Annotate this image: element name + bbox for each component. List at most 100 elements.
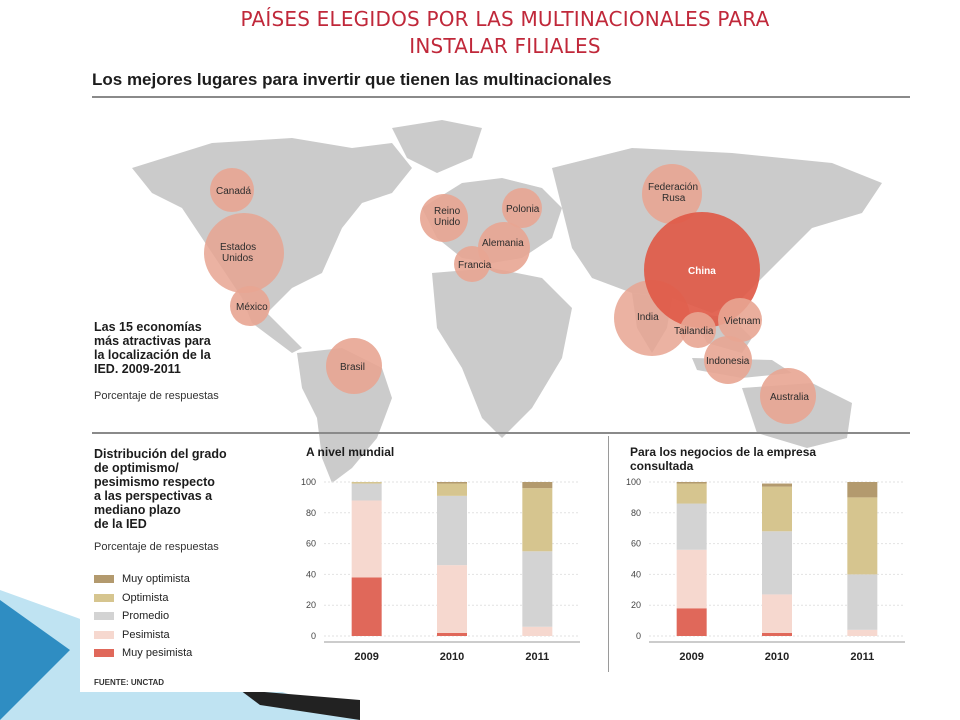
bar-segment xyxy=(847,482,878,498)
bubble-alemania xyxy=(478,222,530,274)
bar-segment xyxy=(351,500,382,578)
bubble-mexico xyxy=(230,286,270,326)
legend-item-promedio: Promedio xyxy=(94,607,192,626)
chart-empresa: 0 20 40 60 80 100 2009 2010 2011 xyxy=(626,477,905,663)
y-tick-label: 40 xyxy=(306,569,316,579)
bar-segment xyxy=(351,482,382,484)
legend-swatch-pesimista xyxy=(94,630,114,639)
y-tick-label: 0 xyxy=(311,631,316,641)
x-tick-label: 2009 xyxy=(354,651,378,663)
bubble-canada xyxy=(210,168,254,212)
bar-segment xyxy=(762,486,792,532)
legend-label: Pesimista xyxy=(122,628,170,641)
slide-title-line2: INSTALAR FILIALES xyxy=(409,34,601,58)
bar-segment xyxy=(847,497,878,575)
x-tick-label: 2010 xyxy=(440,651,464,663)
bar-segment xyxy=(762,594,792,633)
legend-label: Promedio xyxy=(122,610,170,623)
label-canada: Canadá xyxy=(216,186,251,197)
bar-segment xyxy=(522,488,553,552)
bar-segment xyxy=(437,495,467,566)
slide-title-line1: PAÍSES ELEGIDOS POR LAS MULTINACIONALES … xyxy=(240,7,770,31)
label-vietnam: Vietnam xyxy=(724,316,761,327)
bar-segment xyxy=(437,565,467,633)
y-tick-label: 60 xyxy=(306,539,316,549)
y-tick-label: 80 xyxy=(631,508,641,518)
legend-item-muy-pesimista: Muy pesimista xyxy=(94,644,192,663)
label-alemania: Alemania xyxy=(482,238,524,249)
legend-swatch-muy-optimista xyxy=(94,575,114,584)
bubble-reino-unido xyxy=(420,194,468,242)
bar-segment xyxy=(351,577,382,636)
distribution-title: Distribución del grado de optimismo/ pes… xyxy=(94,447,227,531)
legend-swatch-muy-pesimista xyxy=(94,649,114,658)
country-bubbles: Canadá Estados Unidos México Brasil Reino… xyxy=(204,164,816,424)
chart-title-empresa: Para los negocios de la empresa consulta… xyxy=(630,445,817,473)
bar-segment xyxy=(522,482,553,489)
bar-segment xyxy=(762,483,792,487)
y-tick-label: 20 xyxy=(631,600,641,610)
label-federacion: Federación xyxy=(648,182,698,193)
bubble-australia xyxy=(760,368,816,424)
chart-separator xyxy=(608,436,609,672)
y-tick-label: 100 xyxy=(626,477,641,487)
label-indonesia: Indonesia xyxy=(706,356,750,367)
bar-segment xyxy=(437,632,467,636)
bubble-vietnam xyxy=(718,298,762,342)
label-reino-unido: Reino Unido xyxy=(434,206,461,228)
y-tick-label: 80 xyxy=(306,508,316,518)
bar-segment xyxy=(676,483,707,504)
bubble-china xyxy=(644,212,760,328)
bubble-polonia xyxy=(502,188,542,228)
label-unido: Unido xyxy=(434,217,461,228)
legend-item-muy-optimista: Muy optimista xyxy=(94,570,192,589)
bar-segment xyxy=(676,503,707,550)
bubble-tailandia xyxy=(680,312,716,348)
world-map: Canadá Estados Unidos México Brasil Reino… xyxy=(132,120,882,483)
label-brasil: Brasil xyxy=(340,362,365,373)
bubble-brasil xyxy=(326,338,382,394)
bar-segment xyxy=(676,608,707,636)
x-tick-label: 2011 xyxy=(525,651,549,663)
label-reino: Reino xyxy=(434,206,461,217)
bar-segment xyxy=(437,482,467,484)
label-estados: Estados xyxy=(220,242,256,253)
chart-mundial: 0 20 40 60 80 100 2009 2010 2011 xyxy=(301,477,580,663)
label-federacion-rusa: Federación Rusa xyxy=(648,182,698,204)
label-unidos: Unidos xyxy=(222,253,253,264)
bubble-indonesia xyxy=(704,336,752,384)
x-tick-label: 2010 xyxy=(765,651,789,663)
bubble-estados-unidos xyxy=(204,213,284,293)
map-caption-subtitle: Porcentaje de respuestas xyxy=(94,390,219,402)
legend-item-optimista: Optimista xyxy=(94,589,192,608)
legend-label: Muy optimista xyxy=(122,573,190,586)
chart-title-mundial: A nivel mundial xyxy=(306,445,395,459)
y-tick-label: 100 xyxy=(301,477,316,487)
bubble-federacion-rusa xyxy=(642,164,702,224)
infographic-header: Los mejores lugares para invertir que ti… xyxy=(92,70,910,98)
label-australia: Australia xyxy=(770,392,809,403)
map-caption-title: Las 15 economías más atractivas para la … xyxy=(94,320,211,376)
label-tailandia: Tailandia xyxy=(674,326,714,337)
source-note: FUENTE: UNCTAD xyxy=(94,678,165,687)
y-tick-label: 40 xyxy=(631,569,641,579)
label-francia: Francia xyxy=(458,260,492,271)
label-mexico: México xyxy=(236,302,268,313)
bar-segment xyxy=(522,551,553,627)
x-tick-label: 2011 xyxy=(850,651,874,663)
y-tick-label: 60 xyxy=(631,539,641,549)
bar-segment xyxy=(847,629,878,636)
label-estados-unidos: Estados Unidos xyxy=(220,242,256,264)
x-tick-label: 2009 xyxy=(679,651,703,663)
bar-segment xyxy=(676,549,707,609)
bar-segment xyxy=(762,632,792,636)
legend-swatch-optimista xyxy=(94,593,114,602)
bar-segment xyxy=(676,482,707,484)
bar-segment xyxy=(522,626,553,636)
slide-title: PAÍSES ELEGIDOS POR LAS MULTINACIONALES … xyxy=(0,6,960,60)
label-china: China xyxy=(688,266,716,277)
chart-legend: Muy optimista Optimista Promedio Pesimis… xyxy=(94,570,192,663)
bar-segment xyxy=(351,483,382,501)
bar-segment xyxy=(762,531,792,595)
legend-label: Muy pesimista xyxy=(122,647,193,660)
